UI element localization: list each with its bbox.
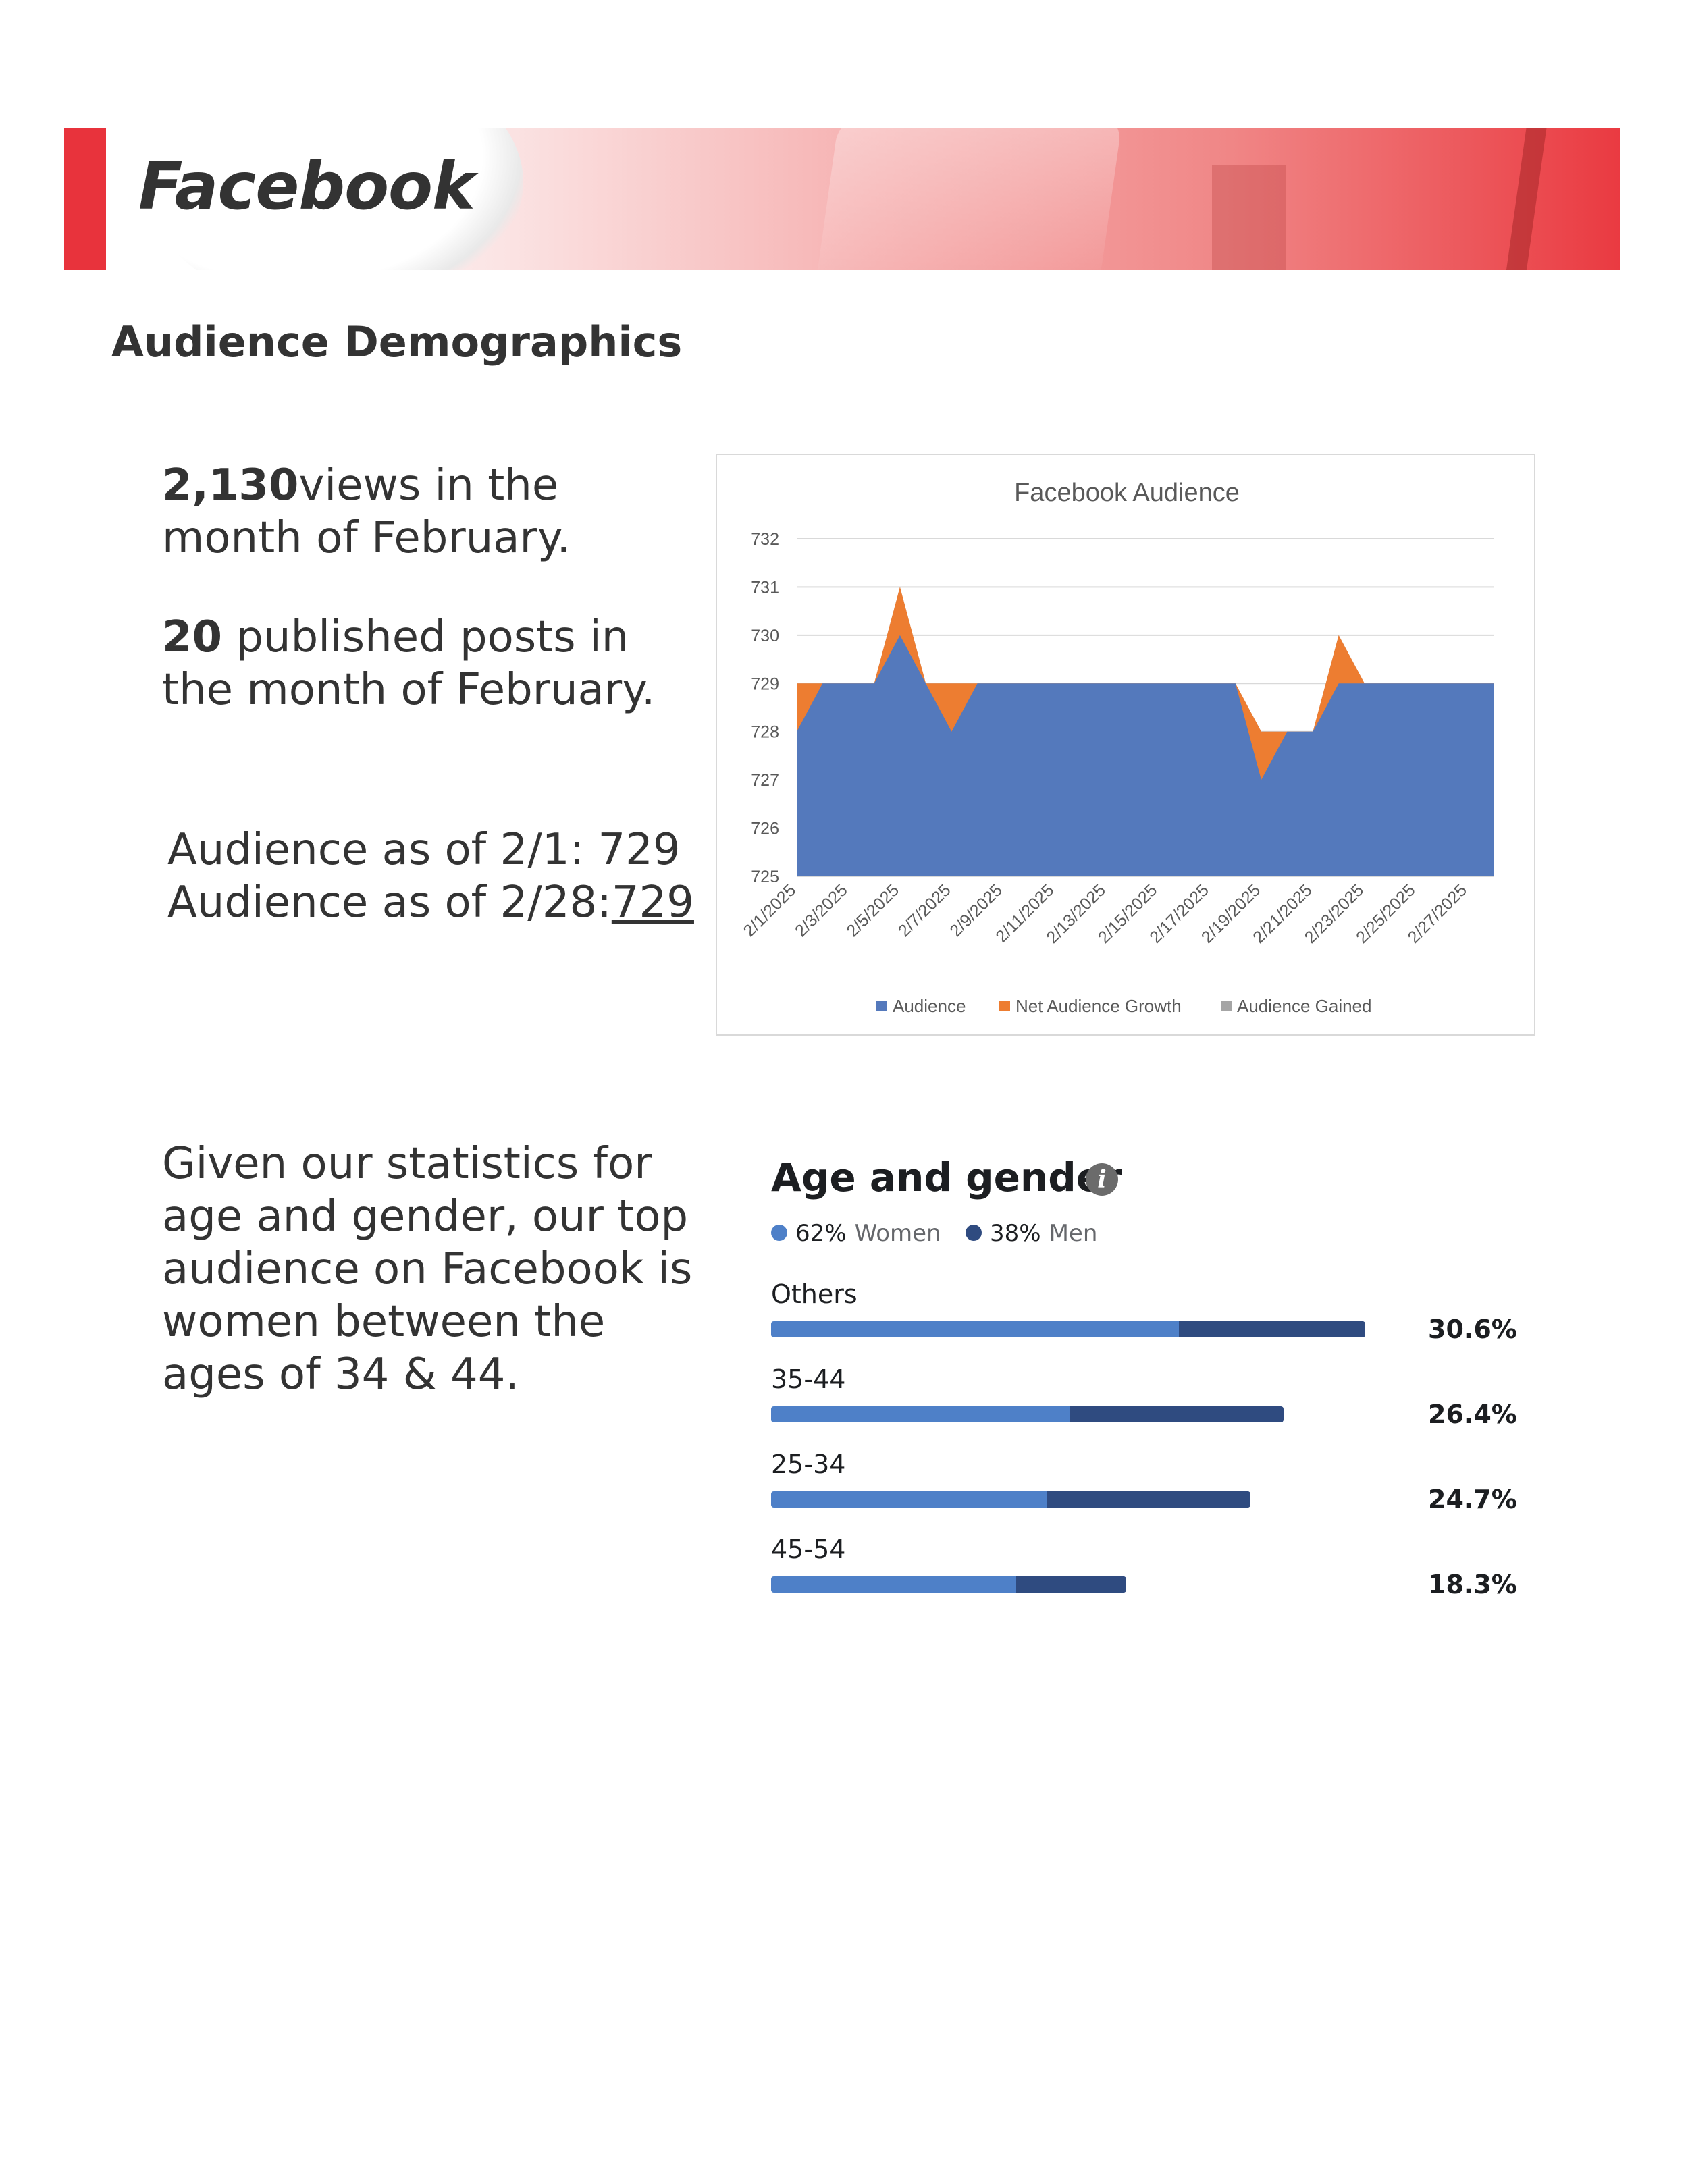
header-banner: Facebook (64, 128, 1620, 270)
x-tick-label: 2/7/2025 (895, 880, 955, 940)
bar-segment-men (1178, 1321, 1365, 1337)
men-percent: 38% (990, 1220, 1041, 1247)
posts-stat: 20 published posts in the month of Febru… (162, 611, 689, 716)
legend-swatch (1221, 1001, 1232, 1011)
info-icon[interactable]: i (1086, 1163, 1118, 1196)
banner-decor-shape (1504, 128, 1548, 270)
legend-label: Audience Gained (1237, 996, 1371, 1016)
audience-end-label: Audience as of 2/28: (167, 878, 612, 928)
bar-segment-women (771, 1406, 1070, 1422)
posts-number: 20 (162, 612, 223, 662)
bar-segment-women (771, 1321, 1179, 1337)
y-tick-label: 731 (751, 578, 779, 597)
posts-text: published posts in the month of February… (162, 612, 656, 715)
age-percent-label: 30.6% (1428, 1314, 1517, 1344)
views-number: 2,130 (162, 460, 299, 510)
bar-segment-women (771, 1576, 1016, 1593)
banner-swoosh-graphic (145, 128, 523, 270)
women-label: Women (854, 1220, 941, 1247)
area-series-audience (797, 635, 1494, 876)
y-tick-label: 729 (751, 674, 779, 693)
men-label: Men (1049, 1220, 1098, 1247)
legend-swatch (876, 1001, 887, 1011)
y-tick-label: 727 (751, 771, 779, 790)
age-label: 45-54 (771, 1535, 846, 1564)
age-percent-label: 26.4% (1428, 1400, 1517, 1429)
y-tick-label: 730 (751, 627, 779, 645)
views-text: views in the month of February. (162, 460, 571, 563)
page-title: Facebook (138, 149, 475, 224)
age-gender-title: Age and gender (771, 1154, 1122, 1200)
women-legend: 62% Women (771, 1220, 941, 1247)
bar-segment-women (771, 1491, 1047, 1508)
section-title: Audience Demographics (111, 317, 683, 367)
age-bar[interactable] (771, 1406, 1284, 1422)
audience-start-value: 729 (598, 825, 681, 875)
y-tick-label: 726 (751, 820, 779, 838)
x-tick-label: 2/5/2025 (843, 880, 903, 940)
bar-segment-men (1070, 1406, 1284, 1422)
women-percent: 62% (795, 1220, 847, 1247)
audience-summary: Given our statistics for age and gender,… (162, 1139, 693, 1400)
age-bar[interactable] (771, 1576, 1127, 1593)
facebook-audience-chart: Facebook Audience 725 726 727 728 729 730 731 73… (716, 454, 1535, 1036)
bar-segment-men (1016, 1576, 1127, 1593)
age-label: 35-44 (771, 1364, 846, 1394)
age-percent-label: 24.7% (1428, 1485, 1517, 1514)
views-stat: 2,130views in the month of February. (162, 459, 689, 564)
audience-end: Audience as of 2/28:729 (167, 876, 694, 929)
legend-label: Audience (893, 996, 966, 1016)
age-label: Others (771, 1279, 858, 1309)
age-bar[interactable] (771, 1491, 1251, 1508)
y-tick-label: 725 (751, 868, 779, 886)
banner-decor-shape (814, 128, 1124, 270)
women-dot-icon (771, 1224, 787, 1241)
y-tick-label: 732 (751, 530, 779, 549)
bar-segment-men (1047, 1491, 1251, 1508)
audience-start: Audience as of 2/1: 729 (167, 824, 681, 876)
x-tick-label: 2/3/2025 (791, 880, 851, 940)
banner-decor-shape (1212, 165, 1286, 270)
area-chart-svg: Facebook Audience 725 726 727 728 729 730 731 73… (740, 479, 1494, 1016)
x-tick-label: 2/1/2025 (740, 880, 800, 940)
audience-end-value: 729 (611, 878, 694, 928)
legend-swatch (999, 1001, 1010, 1011)
banner-accent-stripe (64, 128, 106, 270)
age-percent-label: 18.3% (1428, 1570, 1517, 1599)
audience-start-label: Audience as of 2/1: (167, 825, 598, 875)
y-tick-label: 728 (751, 723, 779, 742)
men-legend: 38% Men (966, 1220, 1097, 1247)
legend-label: Net Audience Growth (1016, 996, 1182, 1016)
age-bar[interactable] (771, 1321, 1365, 1337)
men-dot-icon (966, 1224, 982, 1241)
chart-title: Facebook Audience (1014, 479, 1240, 507)
age-label: 25-34 (771, 1449, 846, 1479)
